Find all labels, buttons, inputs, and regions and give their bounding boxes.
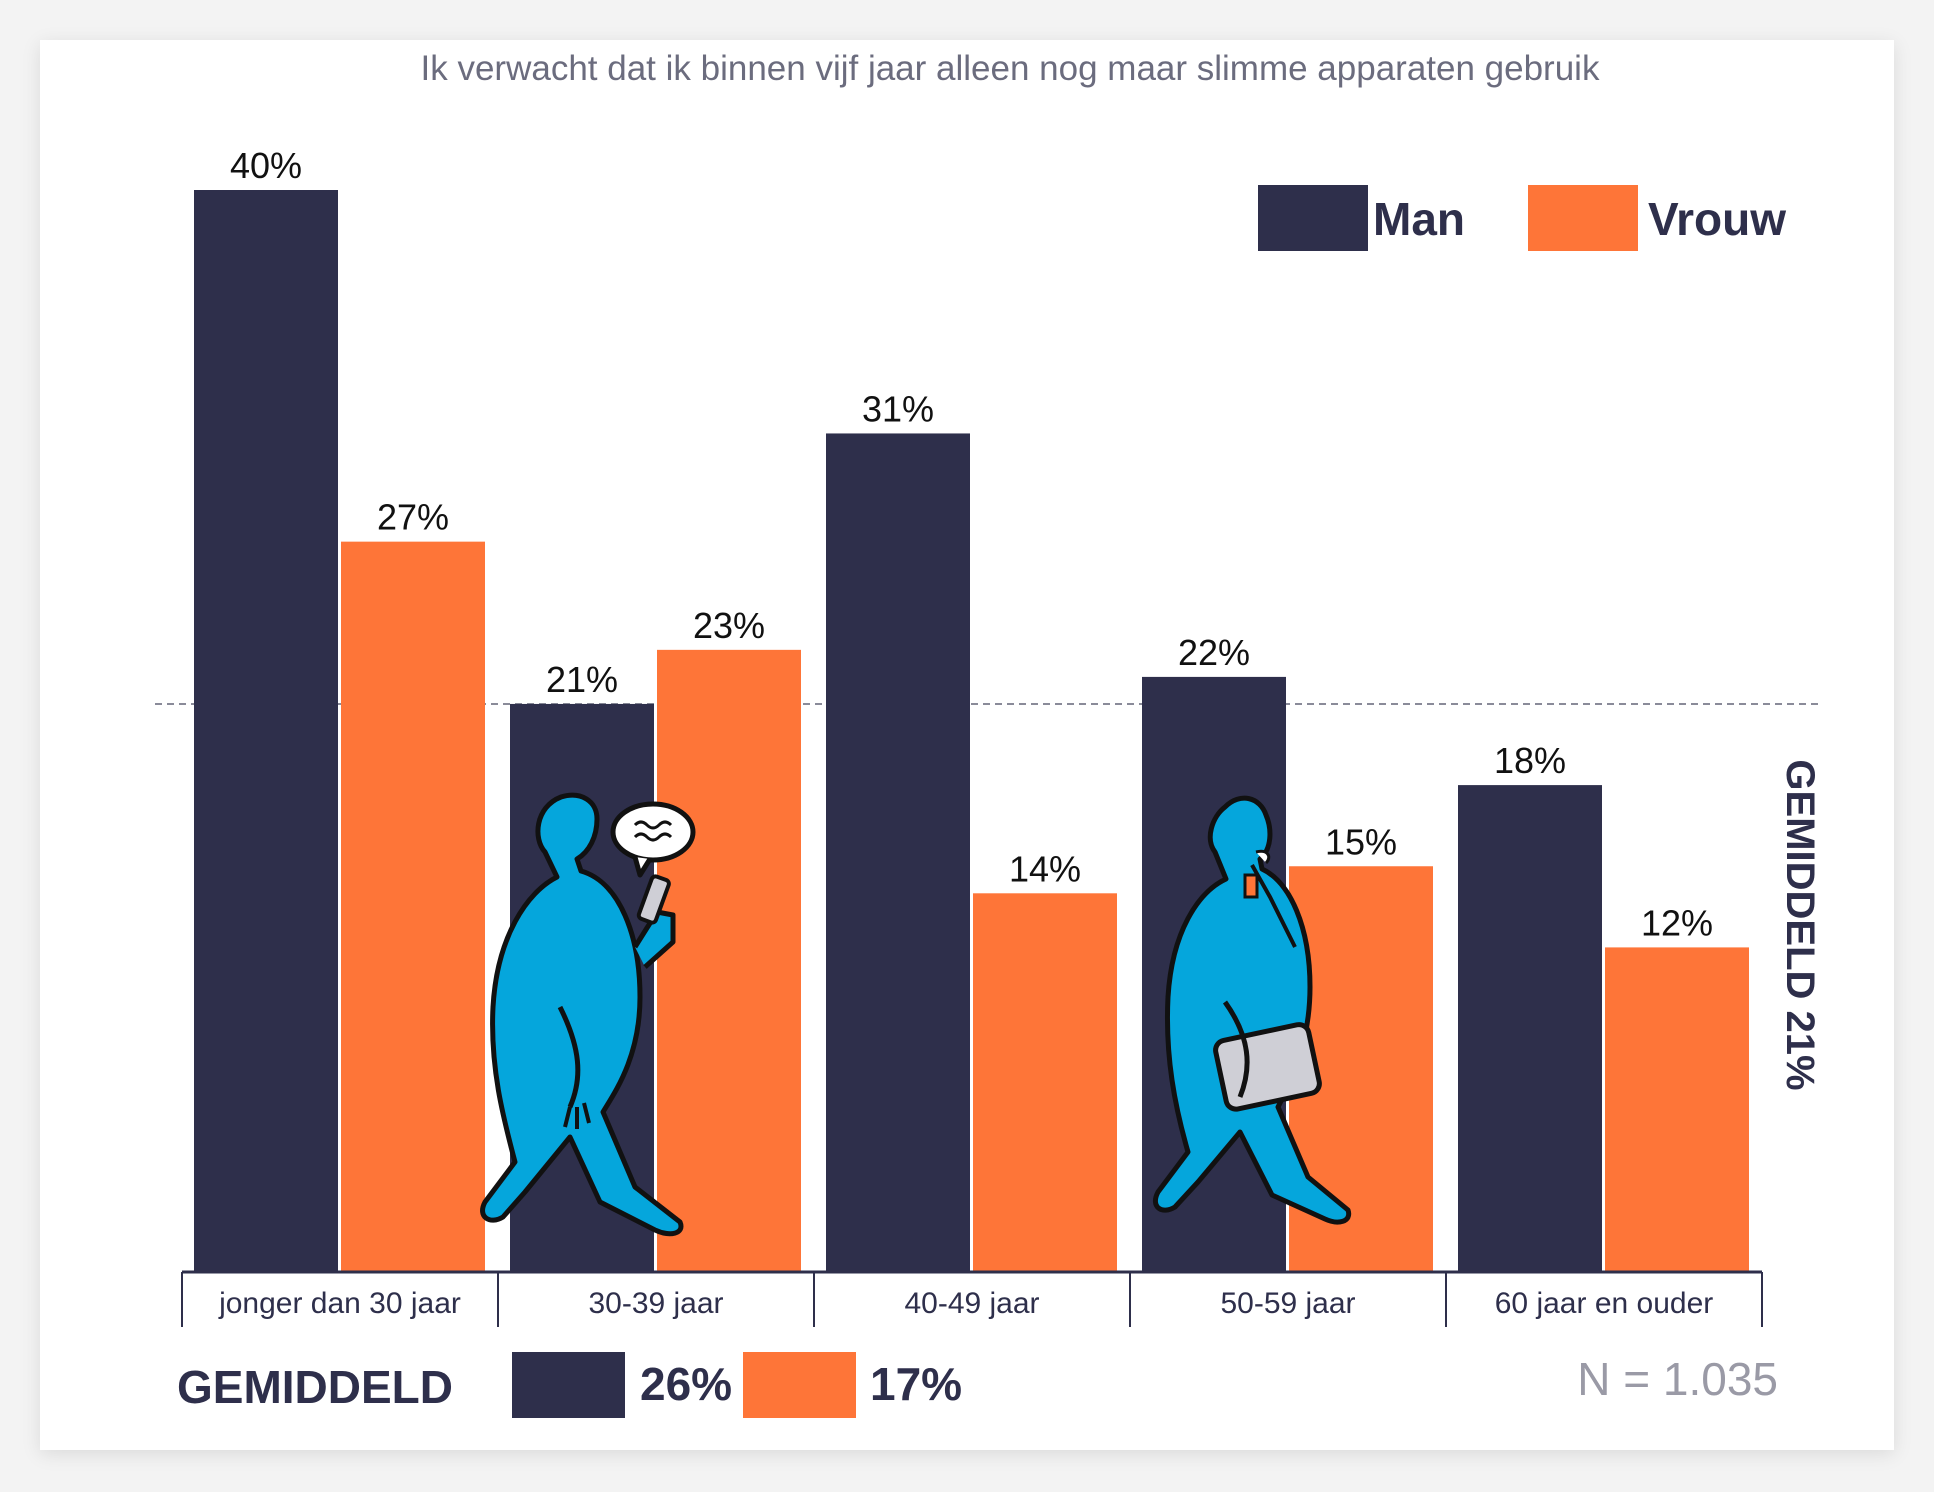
sample-size: N = 1.035 [1577,1353,1778,1405]
legend: Man Vrouw [1258,185,1786,251]
bar-man-0 [194,190,338,1272]
bar-label-man-3: 22% [1178,632,1250,673]
bar-label-vrouw-1: 23% [693,605,765,646]
bar-label-man-0: 40% [230,145,302,186]
bar-vrouw-4 [1605,947,1749,1272]
average-value-man: 26% [640,1358,732,1410]
bar-man-2 [826,433,970,1272]
bar-chart: Ik verwacht dat ik binnen vijf jaar alle… [155,49,1822,1418]
average-title: GEMIDDELD [177,1361,453,1413]
x-axis: jonger dan 30 jaar 30-39 jaar 40-49 jaar 50… [181,1270,1763,1327]
bar-vrouw-0 [341,541,485,1272]
walking-person-with-phone-icon [480,792,696,1237]
bar-man-4 [1458,785,1602,1272]
bar-label-man-4: 18% [1494,740,1566,781]
chart-title: Ik verwacht dat ik binnen vijf jaar alle… [421,49,1600,88]
bar-label-vrouw-4: 12% [1641,902,1713,943]
category-label-1: 30-39 jaar [588,1287,723,1320]
bar-vrouw-2 [973,893,1117,1272]
average-swatch-man [512,1352,625,1418]
average-reference-label: GEMIDDELD 21% [1778,759,1822,1090]
category-label-4: 60 jaar en ouder [1495,1287,1714,1320]
bar-label-vrouw-3: 15% [1325,821,1397,862]
bar-label-vrouw-2: 14% [1009,848,1081,889]
category-label-0: jonger dan 30 jaar [218,1287,461,1320]
bar-vrouw-1 [657,649,801,1272]
average-summary: GEMIDDELD 26% 17% N = 1.035 [177,1352,1778,1418]
chart-card: Ik verwacht dat ik binnen vijf jaar alle… [40,40,1894,1450]
average-value-vrouw: 17% [870,1358,962,1410]
legend-label-vrouw: Vrouw [1648,193,1786,245]
category-label-2: 40-49 jaar [904,1287,1039,1320]
legend-label-man: Man [1373,193,1465,245]
bar-label-group: 40% 27% 21% 23% 31% 14% 22% 15% 18% 12% [230,145,1713,943]
walking-person-with-laptop-icon [1152,795,1352,1225]
legend-swatch-vrouw [1528,185,1638,251]
bar-group [194,190,1749,1272]
bar-label-man-2: 31% [862,388,934,429]
category-label-3: 50-59 jaar [1220,1287,1355,1320]
bar-label-vrouw-0: 27% [377,497,449,538]
average-swatch-vrouw [743,1352,856,1418]
legend-swatch-man [1258,185,1368,251]
bar-label-man-1: 21% [546,659,618,700]
